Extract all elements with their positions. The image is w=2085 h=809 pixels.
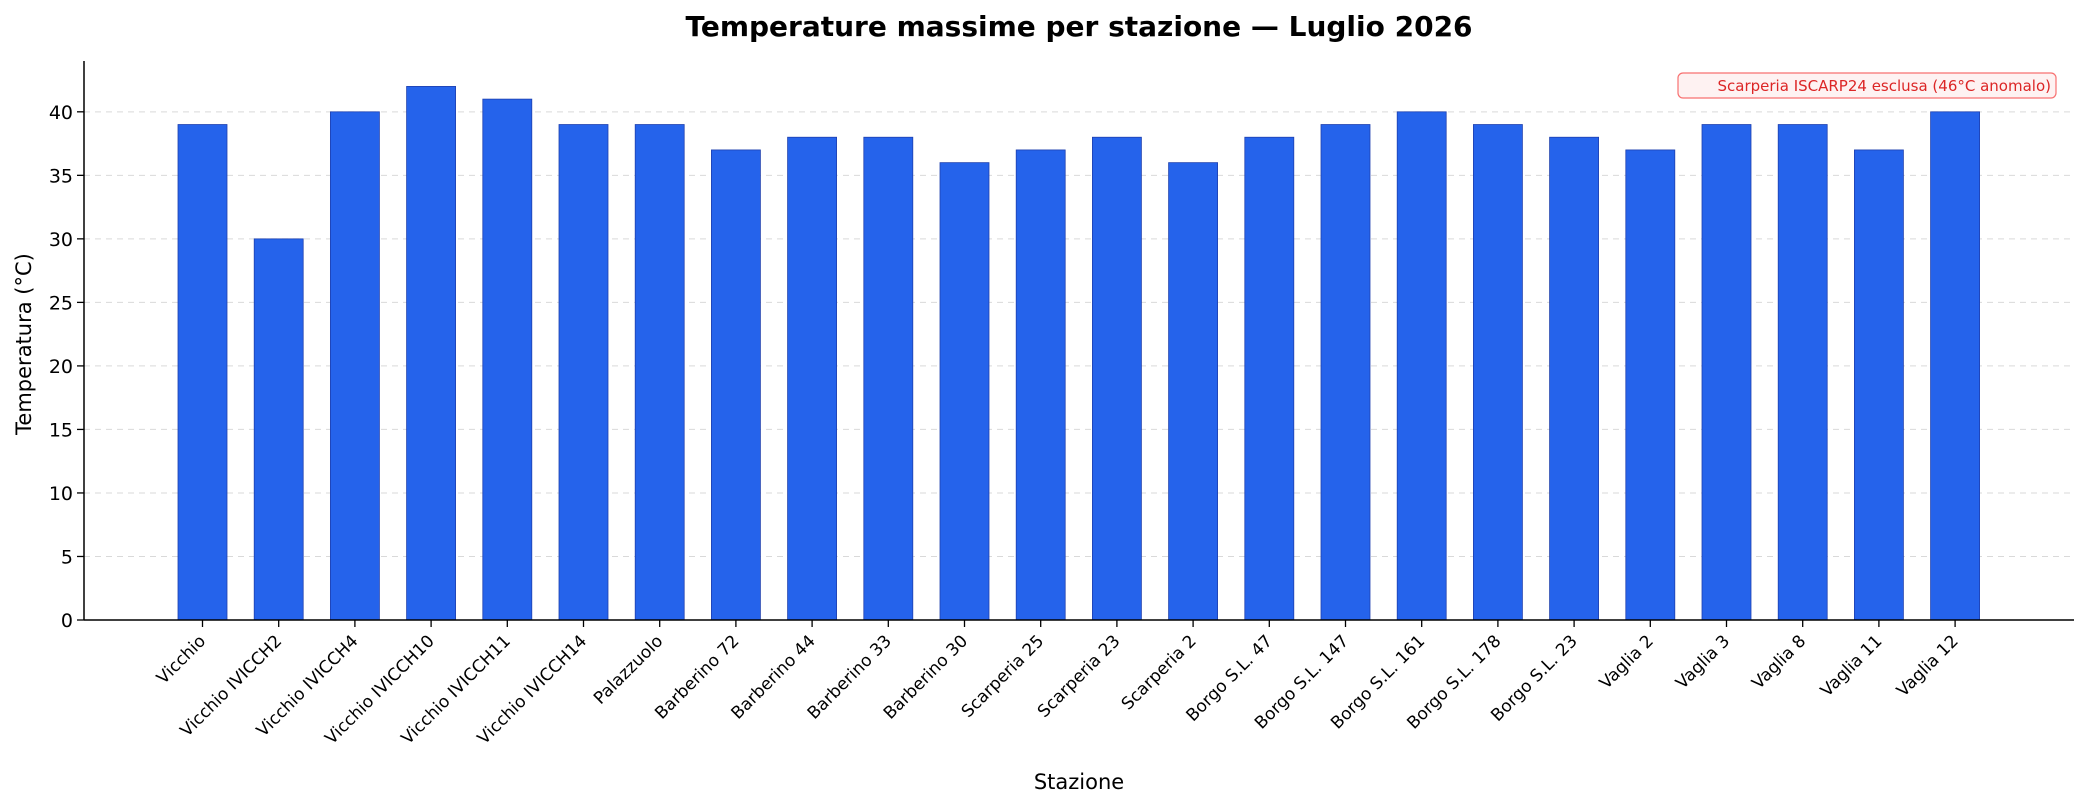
bar: [482, 98, 533, 621]
anomaly-annotation-text: Scarperia ISCARP24 esclusa (46°C anomalo…: [1718, 77, 2051, 95]
anomaly-annotation: Scarperia ISCARP24 esclusa (46°C anomalo…: [1677, 72, 2057, 99]
bar: [711, 149, 761, 621]
y-tick-label: 15: [49, 419, 73, 441]
y-axis-label: Temperatura (°C): [12, 253, 36, 436]
anomaly-annotation-box: [1677, 72, 2057, 99]
bar: [1854, 149, 1904, 621]
bar: [1473, 124, 1523, 621]
bar: [1549, 136, 1599, 621]
bar: [634, 124, 685, 621]
bar: [863, 136, 914, 621]
x-tick-label: Vicchio: [153, 631, 210, 688]
bars: [177, 86, 1980, 621]
x-tick-label: Palazzuolo: [590, 631, 667, 708]
x-tick-label: Vaglia 8: [1748, 631, 1810, 693]
y-tick-label: 40: [49, 102, 73, 124]
chart-title: Temperature massime per stazione — Lugli…: [685, 10, 1472, 43]
bar: [1930, 111, 1980, 621]
bar: [329, 111, 380, 621]
bar: [1625, 149, 1676, 621]
axes: [83, 61, 2074, 621]
bar: [1320, 124, 1371, 621]
bar: [1777, 124, 1828, 621]
bar: [558, 124, 609, 621]
y-tick-label: 20: [49, 356, 73, 378]
bar: [1396, 111, 1447, 621]
x-tick-label: Vaglia 2: [1596, 631, 1658, 693]
bar: [1015, 149, 1066, 621]
y-tick-label: 0: [61, 610, 73, 632]
y-tick-label: 5: [61, 546, 73, 568]
grid-lines: [84, 111, 2074, 557]
y-tick-label: 30: [49, 229, 73, 251]
bar: [177, 124, 228, 621]
bar: [253, 238, 304, 621]
bar: [1701, 124, 1752, 621]
bar: [1168, 162, 1218, 621]
x-tick-label: Vaglia 12: [1893, 631, 1963, 701]
bar: [1092, 136, 1142, 621]
bar: [406, 86, 457, 621]
x-tick-label: Vaglia 3: [1672, 631, 1734, 693]
x-tick-label: Scarperia 2: [1118, 631, 1201, 714]
y-tick-label: 35: [49, 165, 73, 187]
bar: [1244, 136, 1295, 621]
x-axis-label: Stazione: [1034, 770, 1124, 794]
x-tick-label: Vaglia 11: [1817, 631, 1887, 701]
y-tick-label: 10: [49, 483, 73, 505]
y-tick-label: 25: [49, 292, 73, 314]
y-tick-labels: 0 5 10 15 20 25 30 35 40: [49, 102, 84, 632]
bar: [939, 162, 990, 621]
bar: [787, 136, 837, 621]
